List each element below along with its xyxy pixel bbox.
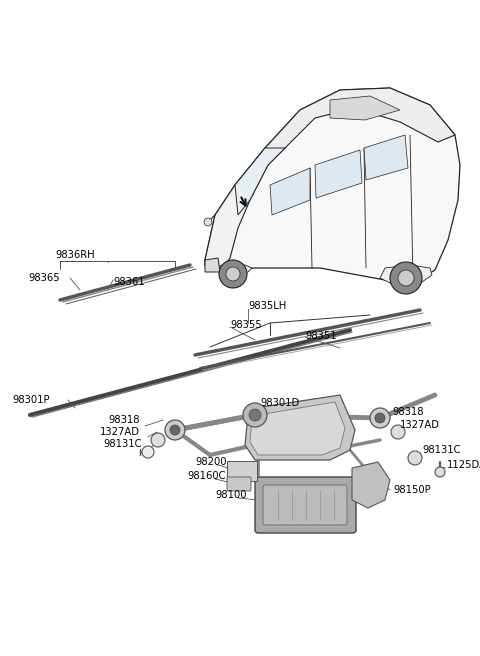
Polygon shape — [265, 88, 455, 165]
Polygon shape — [215, 265, 252, 276]
Text: 98160C: 98160C — [187, 471, 226, 481]
Circle shape — [226, 267, 240, 281]
Polygon shape — [270, 168, 310, 215]
Circle shape — [370, 408, 390, 428]
Circle shape — [398, 270, 414, 286]
Polygon shape — [352, 462, 390, 508]
Polygon shape — [330, 96, 400, 120]
Polygon shape — [380, 265, 432, 285]
Circle shape — [408, 451, 422, 465]
Text: 1327AD: 1327AD — [100, 427, 140, 437]
Polygon shape — [205, 258, 220, 272]
Circle shape — [204, 218, 212, 226]
Text: 98150P: 98150P — [393, 485, 431, 495]
Text: 1327AD: 1327AD — [400, 420, 440, 430]
FancyBboxPatch shape — [255, 477, 356, 533]
Circle shape — [165, 420, 185, 440]
Circle shape — [243, 403, 267, 427]
Text: 98365: 98365 — [28, 273, 60, 283]
Polygon shape — [250, 402, 345, 455]
Text: 98100: 98100 — [215, 490, 247, 500]
Text: 98318: 98318 — [392, 407, 423, 417]
Text: 9836RH: 9836RH — [55, 250, 95, 260]
Polygon shape — [205, 88, 460, 285]
Polygon shape — [245, 395, 355, 460]
Text: 98355: 98355 — [230, 320, 262, 330]
FancyBboxPatch shape — [227, 477, 251, 491]
Circle shape — [170, 425, 180, 435]
Polygon shape — [315, 150, 362, 198]
Text: 98131C: 98131C — [103, 439, 142, 449]
Circle shape — [391, 425, 405, 439]
Text: 98200: 98200 — [195, 457, 227, 467]
Circle shape — [219, 260, 247, 288]
Polygon shape — [364, 135, 408, 180]
Circle shape — [249, 409, 261, 421]
Circle shape — [375, 413, 385, 423]
Polygon shape — [205, 148, 268, 272]
Text: 98131C: 98131C — [422, 445, 460, 455]
Circle shape — [151, 433, 165, 447]
Text: 98301P: 98301P — [12, 395, 49, 405]
Text: 1125DA: 1125DA — [447, 460, 480, 470]
Circle shape — [142, 446, 154, 458]
Text: 98351: 98351 — [305, 331, 336, 341]
Text: 98301D: 98301D — [260, 398, 299, 408]
Circle shape — [390, 262, 422, 294]
Text: 9835LH: 9835LH — [248, 301, 286, 311]
Circle shape — [435, 467, 445, 477]
FancyBboxPatch shape — [263, 485, 347, 525]
Text: 98318: 98318 — [108, 415, 140, 425]
FancyBboxPatch shape — [227, 461, 257, 481]
Text: 98361: 98361 — [113, 277, 144, 287]
Polygon shape — [235, 148, 285, 215]
